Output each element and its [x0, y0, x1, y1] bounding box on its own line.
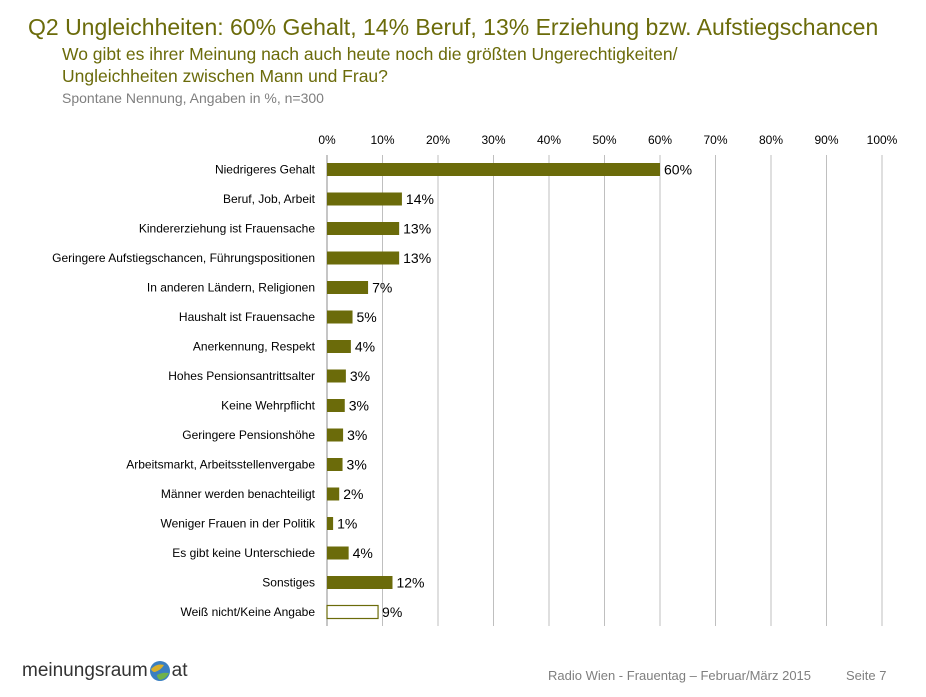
x-tick-label: 70%: [703, 133, 727, 147]
x-tick-label: 20%: [426, 133, 450, 147]
x-tick-label: 80%: [759, 133, 783, 147]
bar: [327, 517, 334, 530]
x-tick-label: 10%: [370, 133, 394, 147]
data-label: 4%: [355, 339, 375, 355]
bar: [327, 163, 660, 176]
data-label: 14%: [406, 191, 434, 207]
survey-question: Wo gibt es ihrer Meinung nach auch heute…: [62, 44, 678, 86]
bar: [327, 458, 343, 471]
data-label: 13%: [403, 250, 431, 266]
chart-subtitle: Spontane Nennung, Angaben in %, n=300: [62, 90, 324, 106]
x-tick-label: 0%: [318, 133, 336, 147]
data-label: 3%: [350, 368, 370, 384]
data-label: 13%: [403, 221, 431, 237]
x-tick-label: 60%: [648, 133, 672, 147]
data-label: 5%: [357, 309, 377, 325]
bar: [327, 369, 346, 383]
meinungsraum-logo: meinungsraum at: [22, 660, 188, 682]
bar: [327, 192, 402, 206]
page-number: Seite 7: [846, 668, 887, 683]
category-label: Weiß nicht/Keine Angabe: [180, 605, 315, 619]
bar: [327, 487, 340, 501]
logo-text-left: meinungsraum: [22, 660, 148, 681]
category-label: Weniger Frauen in der Politik: [160, 517, 316, 531]
data-label: 12%: [396, 575, 424, 591]
data-label: 2%: [343, 486, 363, 502]
data-label: 3%: [347, 427, 367, 443]
category-label: Hohes Pensionsantrittsalter: [168, 369, 315, 383]
bar: [327, 340, 351, 353]
bar: [327, 310, 353, 324]
data-label: 60%: [664, 162, 692, 178]
x-tick-label: 90%: [814, 133, 838, 147]
category-label: Männer werden benachteiligt: [161, 487, 316, 501]
category-label: Niedrigeres Gehalt: [215, 163, 316, 177]
bar: [327, 281, 369, 294]
bar: [327, 222, 400, 235]
bar: [326, 604, 379, 620]
bar: [327, 546, 349, 560]
data-label: 3%: [347, 457, 367, 473]
category-label: Anerkennung, Respekt: [193, 340, 316, 354]
bar: [327, 576, 393, 589]
category-label: Sonstiges: [262, 576, 315, 590]
category-label: In anderen Ländern, Religionen: [147, 281, 315, 295]
x-tick-label: 100%: [867, 133, 898, 147]
category-label: Kindererziehung ist Frauensache: [139, 222, 315, 236]
category-label: Geringere Aufstiegschancen, Führungsposi…: [52, 251, 315, 265]
category-label: Haushalt ist Frauensache: [179, 310, 315, 324]
category-label: Beruf, Job, Arbeit: [223, 192, 316, 206]
x-tick-label: 30%: [481, 133, 505, 147]
category-label: Geringere Pensionshöhe: [182, 428, 315, 442]
bar: [327, 251, 400, 265]
category-label: Es gibt keine Unterschiede: [172, 546, 315, 560]
bar-chart: 0% 10% 20% 30% 40% 50% 60% 70% 80% 90% 100% Niedrig…: [52, 133, 898, 626]
globe-icon: [149, 661, 170, 681]
category-label: Arbeitsmarkt, Arbeitsstellenvergabe: [126, 458, 315, 472]
x-tick-label: 50%: [592, 133, 616, 147]
logo-text-right: at: [171, 660, 188, 681]
bar: [327, 428, 344, 442]
data-label: 9%: [382, 604, 402, 620]
data-label: 3%: [349, 398, 369, 414]
x-tick-label: 40%: [537, 133, 561, 147]
footer-source: Radio Wien - Frauentag – Februar/März 20…: [548, 668, 812, 683]
data-label: 7%: [372, 280, 392, 296]
category-label: Keine Wehrpflicht: [221, 399, 315, 413]
data-label: 1%: [337, 516, 357, 532]
data-label: 4%: [353, 545, 373, 561]
page-title: Q2 Ungleichheiten: 60% Gehalt, 14% Beruf…: [28, 14, 879, 40]
bar: [327, 399, 345, 412]
